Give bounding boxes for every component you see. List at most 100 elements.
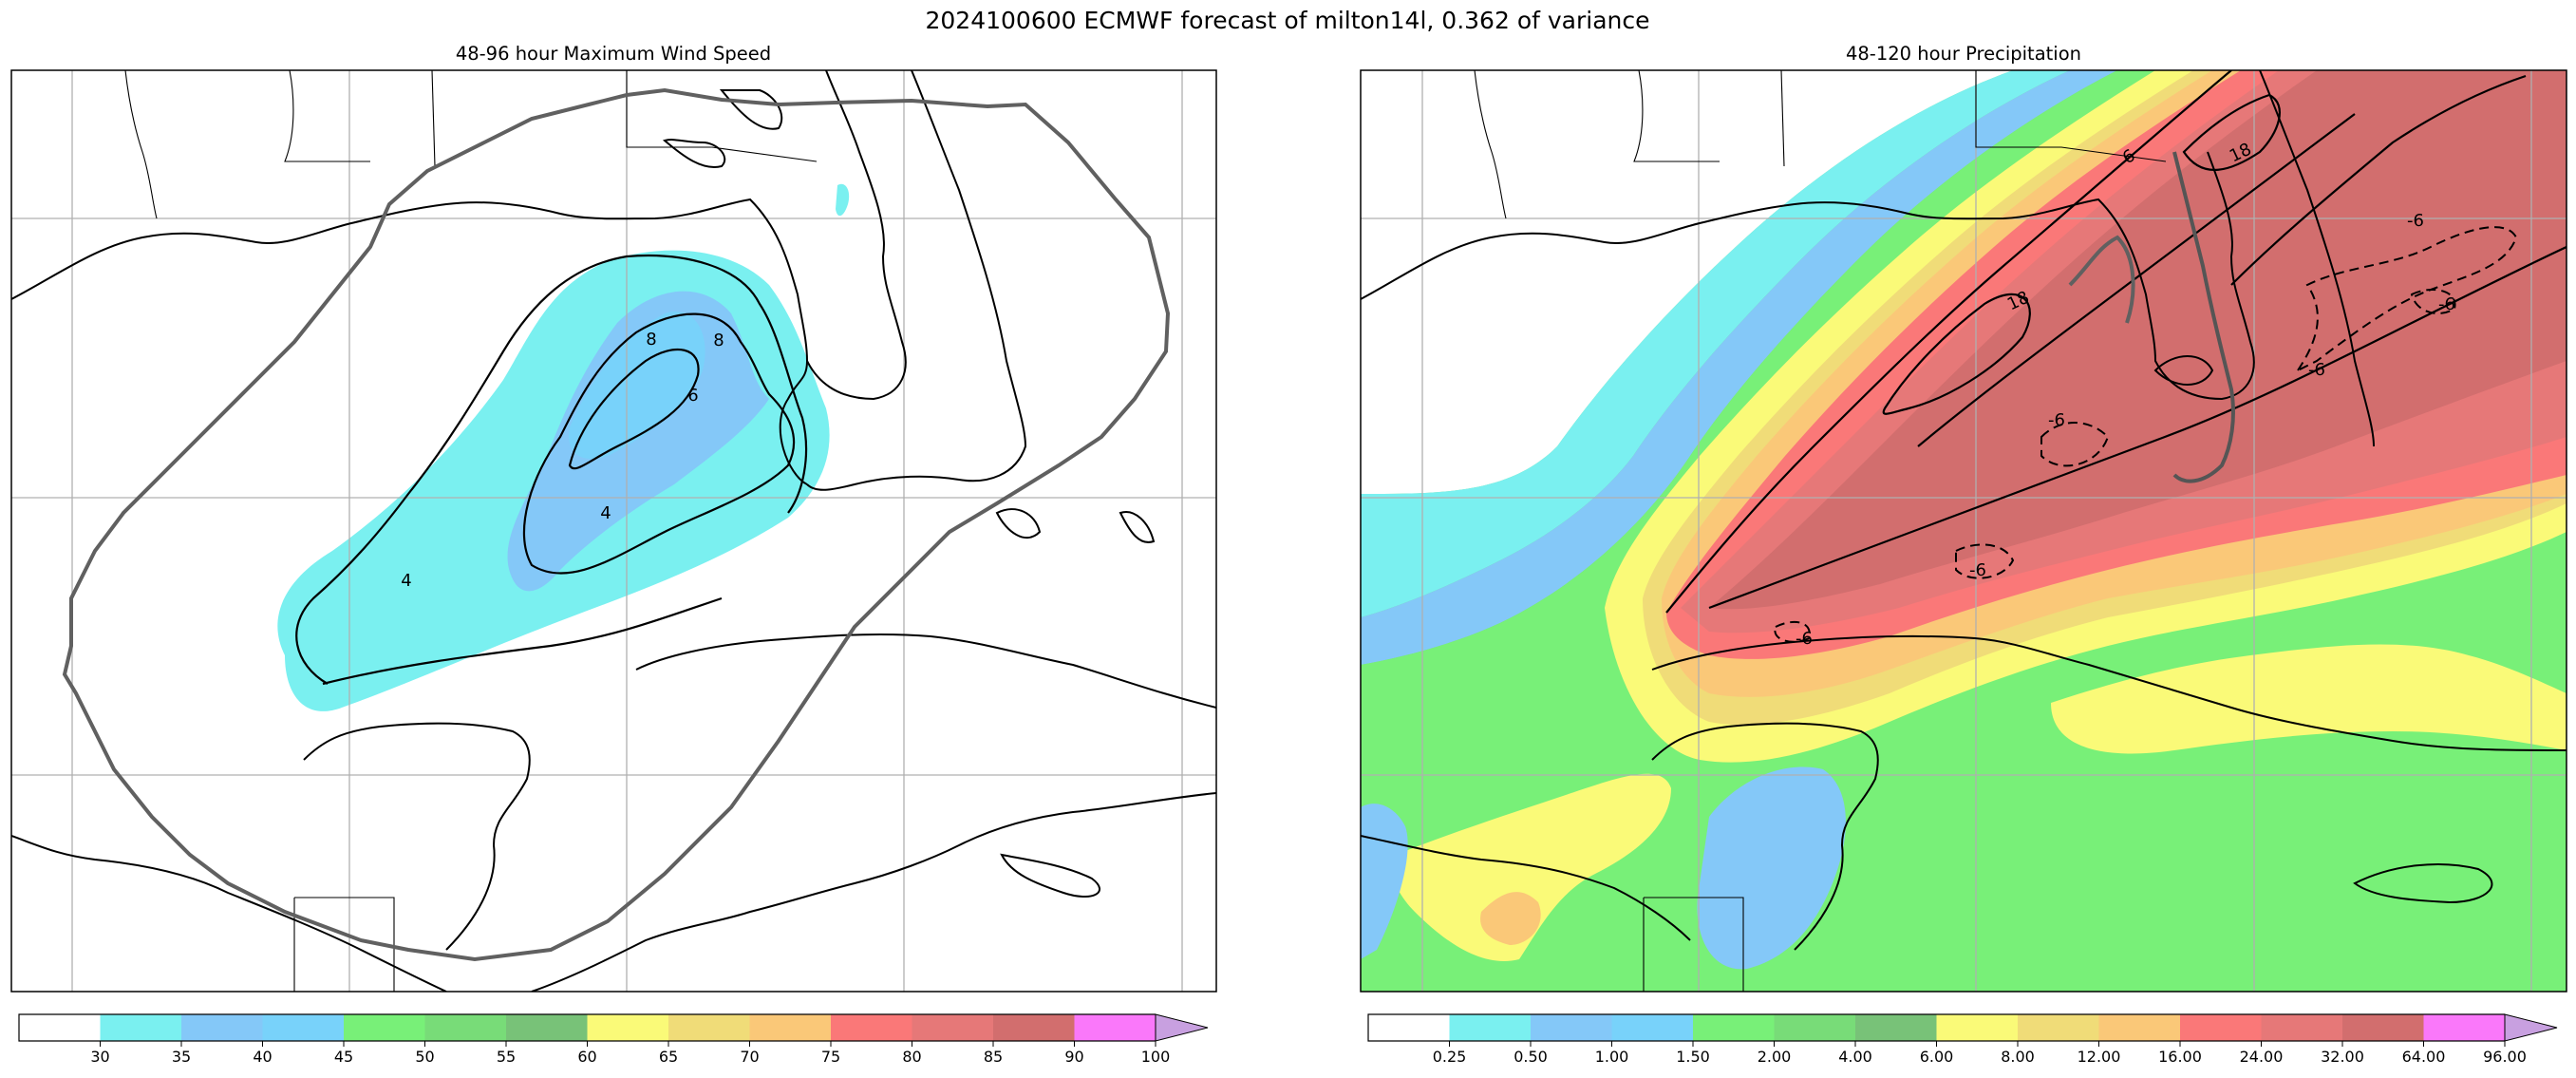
wind-coastlines xyxy=(11,70,1216,992)
colorbar-segment xyxy=(424,1014,507,1041)
precip-state-borders xyxy=(1474,70,2167,992)
precip-storm-track xyxy=(2172,151,2235,483)
precipitation-panel: 48-120 hour Precipitation xyxy=(1360,43,2567,1066)
colorbar-segment xyxy=(1449,1014,1532,1041)
colorbar-segment xyxy=(1531,1014,1612,1041)
colorbar-segment xyxy=(506,1014,588,1041)
precip-yucatan-blue xyxy=(1697,766,1846,970)
colorbar-tick-label: 0.50 xyxy=(1514,1048,1548,1066)
precip-contour-labels: 6 18-618-6-6-6-6-6 xyxy=(1796,140,2455,649)
colorbar-segment xyxy=(262,1014,345,1041)
colorbar-tick-label: 40 xyxy=(253,1048,272,1066)
colorbar-segment xyxy=(587,1014,669,1041)
precip-domain-boundary xyxy=(2068,235,2135,324)
wind-map-frame xyxy=(10,69,1217,993)
wind-shading-fl-speck xyxy=(836,183,850,217)
figure-title: 2024100600 ECMWF forecast of milton14l, … xyxy=(926,7,1650,34)
contour-label: -6 xyxy=(2407,211,2424,231)
precip-cuba-yellow xyxy=(2051,644,2567,754)
colorbar-tick-label: 4.00 xyxy=(1838,1048,1872,1066)
colorbar-tick-label: 2.00 xyxy=(1758,1048,1792,1066)
wind-map xyxy=(11,70,1216,992)
colorbar-segment xyxy=(100,1014,182,1041)
colorbar-segment xyxy=(1611,1014,1694,1041)
colorbar-segment xyxy=(1074,1014,1156,1041)
colorbar-tick-label: 70 xyxy=(740,1048,759,1066)
colorbar-tick-label: 16.00 xyxy=(2158,1048,2202,1066)
precip-contours-negative xyxy=(1774,226,2518,643)
colorbar-tick-label: 75 xyxy=(821,1048,840,1066)
precip-colorbar: 0.25 0.50 1.00 1.50 2.00 4.00 6.00 8.00 12.00 16.… xyxy=(1367,1013,2558,1066)
colorbar-segment xyxy=(1368,1014,1450,1041)
colorbar-segment xyxy=(2423,1014,2506,1041)
colorbar-tick-label: 60 xyxy=(577,1048,596,1066)
colorbar-tick-label: 65 xyxy=(659,1048,678,1066)
contour-label: 8 xyxy=(713,331,724,350)
wind-contour-labels: 8 8 6 4 4 xyxy=(401,330,724,591)
contour-label: 6 xyxy=(687,386,698,406)
wind-state-borders xyxy=(124,70,818,992)
precip-shading-0.25 xyxy=(1361,70,2070,617)
colorbar-tick-label: 35 xyxy=(172,1048,191,1066)
precip-west-blue xyxy=(1361,804,1408,959)
precip-map-frame xyxy=(1360,69,2567,993)
colorbar-segment xyxy=(19,1014,101,1041)
precip-contours-positive xyxy=(1665,70,2567,614)
colorbar-tick-label: 85 xyxy=(984,1048,1003,1066)
contour-label: -6 xyxy=(1969,560,1986,580)
colorbar-tick-label: 0.25 xyxy=(1433,1048,1467,1066)
contour-label: -6 xyxy=(2438,294,2455,314)
colorbar-tick-label: 100 xyxy=(1141,1048,1171,1066)
colorbar-segment xyxy=(2018,1014,2099,1041)
wind-panel-title: 48-96 hour Maximum Wind Speed xyxy=(456,43,771,65)
colorbar-segment xyxy=(1774,1014,1856,1041)
contour-label: -6 xyxy=(1796,629,1813,649)
colorbar-tick-label: 64.00 xyxy=(2402,1048,2446,1066)
wind-domain-boundary xyxy=(62,87,1171,962)
colorbar-tick-label: 90 xyxy=(1064,1048,1083,1066)
colorbar-tick-label: 45 xyxy=(334,1048,353,1066)
colorbar-segment xyxy=(344,1014,425,1041)
colorbar-tick-label: 24.00 xyxy=(2240,1048,2284,1066)
precip-shading-white xyxy=(1361,70,2013,494)
colorbar-tick-label: 80 xyxy=(902,1048,921,1066)
colorbar-segment xyxy=(2180,1014,2262,1041)
colorbar-segment xyxy=(1855,1014,1937,1041)
colorbar-tick-label: 12.00 xyxy=(2078,1048,2121,1066)
wind-speed-panel: 48-96 hour Maximum Wind Speed xyxy=(10,43,1217,1066)
colorbar-segment xyxy=(181,1014,263,1041)
wind-speed-contours xyxy=(295,255,808,686)
colorbar-segment xyxy=(668,1014,750,1041)
colorbar-tick-label: 1.00 xyxy=(1595,1048,1629,1066)
colorbar-tick-label: 1.50 xyxy=(1676,1048,1710,1066)
colorbar-segment xyxy=(2098,1014,2181,1041)
contour-label: -6 xyxy=(2048,410,2065,430)
colorbar-segment xyxy=(2261,1014,2343,1041)
colorbar-segment xyxy=(2342,1014,2424,1041)
wind-colorbar: 30 35 40 45 50 55 60 65 70 75 80 85 90 100 xyxy=(18,1013,1209,1066)
colorbar-segment xyxy=(831,1014,912,1041)
precip-shading-0.50 xyxy=(1361,70,2117,665)
colorbar-tick-label: 96.00 xyxy=(2483,1048,2527,1066)
colorbar-segment xyxy=(993,1014,1075,1041)
contour-label: -6 xyxy=(2308,360,2325,380)
colorbar-tick-label: 6.00 xyxy=(1920,1048,1954,1066)
contour-label: 8 xyxy=(646,330,656,350)
precip-shading-32.00 xyxy=(1709,70,2567,610)
colorbar-segment xyxy=(749,1014,832,1041)
colorbar-tick-label: 32.00 xyxy=(2321,1048,2364,1066)
colorbar-tick-label: 55 xyxy=(497,1048,516,1066)
precip-panel-title: 48-120 hour Precipitation xyxy=(1846,43,2081,65)
contour-label: 4 xyxy=(401,571,411,591)
precip-yucatan-yellow xyxy=(1392,773,1671,961)
precip-yucatan-orange xyxy=(1480,892,1541,945)
colorbar-segment xyxy=(1693,1014,1775,1041)
colorbar-segment xyxy=(1936,1014,2019,1041)
colorbar-segment xyxy=(912,1014,994,1041)
colorbar-extend-arrow xyxy=(2504,1013,2558,1042)
wind-shading-35kt xyxy=(507,291,769,592)
colorbar-extend-arrow xyxy=(1155,1013,1209,1042)
colorbar-tick-label: 8.00 xyxy=(2001,1048,2035,1066)
contour-label: 4 xyxy=(600,503,611,523)
